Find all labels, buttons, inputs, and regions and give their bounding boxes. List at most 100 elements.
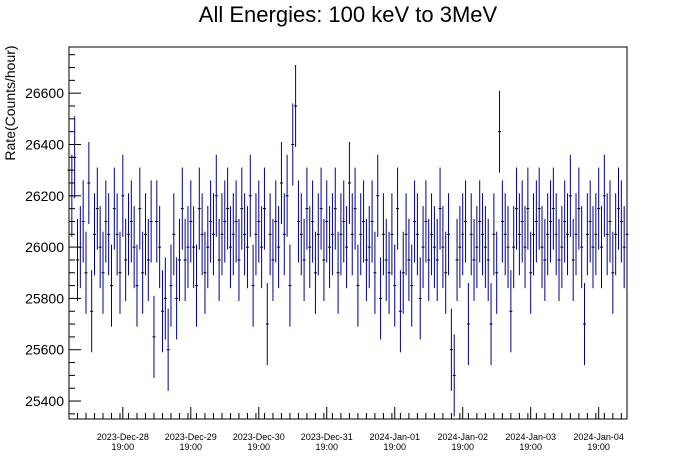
- x-tick-label-date: 2023-Dec-29: [165, 432, 217, 442]
- data-point: [384, 218, 388, 301]
- data-point: [104, 180, 108, 263]
- x-tick-label-date: 2023-Dec-30: [233, 432, 285, 442]
- x-tick-label-date: 2024-Jan-02: [437, 432, 488, 442]
- data-point: [175, 257, 179, 340]
- data-point: [537, 167, 541, 250]
- data-point: [370, 180, 374, 263]
- y-tick-label: 25800: [25, 290, 64, 306]
- data-point: [243, 193, 247, 276]
- data-point: [84, 231, 88, 314]
- data-point: [546, 193, 550, 276]
- data-point: [141, 231, 145, 314]
- data-point: [90, 270, 94, 353]
- data-point: [591, 206, 595, 289]
- data-point: [413, 180, 417, 263]
- data-point: [466, 283, 470, 366]
- data-point: [619, 180, 623, 263]
- data-point: [554, 193, 558, 276]
- data-point: [271, 218, 275, 301]
- data-point: [180, 167, 184, 250]
- data-point: [551, 167, 555, 250]
- data-point: [336, 231, 340, 314]
- data-point: [265, 283, 269, 366]
- data-point: [512, 206, 516, 289]
- x-tick-label-date: 2023-Dec-28: [97, 432, 149, 442]
- data-point: [237, 218, 241, 301]
- y-tick-label: 26200: [25, 188, 64, 204]
- data-point: [534, 180, 538, 263]
- data-point: [435, 218, 439, 301]
- data-point: [313, 231, 317, 314]
- data-point: [432, 206, 436, 289]
- data-point: [549, 180, 553, 263]
- data-point: [617, 167, 621, 250]
- data-point: [421, 206, 425, 289]
- data-point: [404, 193, 408, 276]
- data-point: [390, 193, 394, 276]
- data-point: [197, 167, 201, 250]
- x-tick-label-time: 19:00: [315, 442, 338, 452]
- data-point: [517, 193, 521, 276]
- data-point: [260, 206, 264, 289]
- data-point: [186, 206, 190, 289]
- data-point: [401, 231, 405, 314]
- data-point: [529, 231, 533, 314]
- data-point: [228, 206, 232, 289]
- data-point: [427, 218, 431, 301]
- data-point: [373, 231, 377, 314]
- data-point: [132, 206, 136, 289]
- data-point: [342, 180, 346, 263]
- data-point: [220, 193, 224, 276]
- data-point: [302, 218, 306, 301]
- data-point: [461, 193, 465, 276]
- data-point: [95, 167, 99, 250]
- data-point: [577, 167, 581, 250]
- data-point: [189, 180, 193, 263]
- data-point: [183, 218, 187, 301]
- data-point: [75, 218, 79, 301]
- data-point: [563, 180, 567, 263]
- data-point: [299, 193, 303, 276]
- data-point: [200, 193, 204, 276]
- data-point: [143, 193, 147, 276]
- data-point: [359, 193, 363, 276]
- data-point: [430, 193, 434, 276]
- data-point: [257, 180, 261, 263]
- data-point: [605, 193, 609, 276]
- data-point: [316, 193, 320, 276]
- data-point: [506, 206, 510, 289]
- data-point: [109, 244, 113, 327]
- data-point: [274, 180, 278, 263]
- data-point: [101, 231, 105, 314]
- x-tick-label-date: 2024-Jan-01: [369, 432, 420, 442]
- data-point: [379, 257, 383, 340]
- data-point: [407, 218, 411, 301]
- data-point: [353, 167, 357, 250]
- data-point: [415, 193, 419, 276]
- data-point: [231, 193, 235, 276]
- data-point: [172, 193, 176, 276]
- data-point: [515, 167, 519, 250]
- data-point: [622, 206, 626, 289]
- data-point: [169, 244, 173, 327]
- data-point: [367, 206, 371, 289]
- data-point: [520, 180, 524, 263]
- data-point: [387, 231, 391, 314]
- data-point: [438, 167, 442, 250]
- data-point: [146, 218, 150, 301]
- x-tick-label-time: 19:00: [248, 442, 271, 452]
- data-point: [393, 244, 397, 327]
- data-point: [251, 244, 255, 327]
- data-point: [364, 218, 368, 301]
- data-point: [447, 193, 451, 276]
- data-point: [305, 167, 309, 250]
- data-point: [217, 218, 221, 301]
- plot-frame: [68, 46, 628, 420]
- data-point: [464, 180, 468, 263]
- data-point: [330, 193, 334, 276]
- data-point: [594, 193, 598, 276]
- y-tick-label: 26600: [25, 85, 64, 101]
- x-tick-label-time: 19:00: [519, 442, 542, 452]
- data-point: [585, 193, 589, 276]
- data-point: [296, 180, 300, 263]
